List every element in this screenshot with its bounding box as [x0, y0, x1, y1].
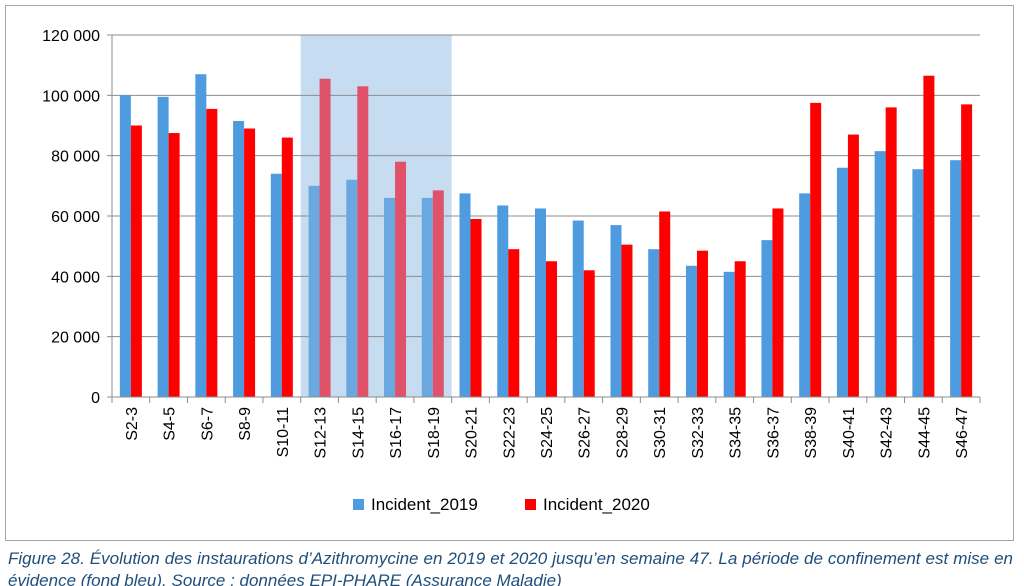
x-tick-label: S36-37 [765, 407, 782, 459]
bar-incident-2020 [470, 219, 482, 397]
x-tick-label: S12-13 [313, 407, 330, 459]
bar-incident-2019 [950, 160, 962, 397]
y-tick-label: 60 000 [51, 209, 100, 226]
bar-incident-2020 [734, 261, 746, 397]
bar-incident-2019 [723, 271, 735, 397]
x-tick-label: S28-29 [614, 407, 631, 459]
bar-incident-2019 [836, 167, 848, 397]
x-tick-label: S14-15 [350, 407, 367, 459]
bar-incident-2020 [961, 104, 973, 397]
bar-incident-2020 [621, 244, 633, 397]
legend-label-incident-2020: Incident_2020 [543, 495, 650, 514]
x-tick-label: S34-35 [728, 407, 745, 459]
x-tick-label: S30-31 [652, 407, 669, 459]
y-tick-label: 0 [91, 390, 100, 407]
x-tick-label: S42-43 [879, 407, 896, 459]
bar-incident-2020 [923, 75, 935, 397]
bar-incident-2020 [357, 86, 369, 398]
x-tick-label: S20-21 [464, 407, 481, 459]
x-tick-label: S16-17 [388, 407, 405, 459]
bar-incident-2019 [233, 120, 245, 397]
y-tick-label: 20 000 [51, 330, 100, 347]
bar-incident-2019 [157, 96, 169, 397]
bar-incident-2019 [497, 205, 509, 397]
bar-incident-2020 [432, 190, 444, 397]
x-tick-label: S44-45 [916, 407, 933, 459]
x-tick-label: S32-33 [690, 407, 707, 459]
y-tick-label: 100 000 [42, 88, 100, 105]
bar-incident-2019 [459, 193, 471, 397]
x-tick-label: S46-47 [954, 407, 971, 459]
y-tick-label: 40 000 [51, 269, 100, 286]
bar-incident-2019 [384, 197, 396, 397]
bar-incident-2020 [885, 107, 897, 398]
bar-incident-2019 [119, 95, 131, 397]
bar-incident-2020 [772, 208, 784, 397]
bar-incident-2020 [319, 78, 331, 397]
bar-incident-2020 [206, 108, 218, 398]
legend-label-incident-2019: Incident_2019 [371, 495, 478, 514]
y-tick-label: 80 000 [51, 149, 100, 166]
bar-incident-2019 [648, 249, 660, 397]
bar-incident-2019 [572, 220, 584, 397]
figure-caption: Figure 28. Évolution des instaurations d… [8, 549, 1013, 586]
bar-chart: 0 20 000 40 000 60 000 80 000 100 000 120 000 S… [42, 28, 981, 514]
bar-incident-2020 [508, 249, 520, 397]
x-tick-label: S8-9 [237, 407, 254, 441]
bar-incident-2020 [696, 250, 708, 397]
legend-swatch-incident-2019 [353, 499, 364, 510]
bar-incident-2020 [168, 133, 180, 397]
bar-incident-2020 [847, 134, 859, 398]
bar-incident-2020 [130, 125, 142, 397]
x-tick-label: S38-39 [803, 407, 820, 459]
bar-incident-2020 [281, 137, 293, 398]
bar-incident-2019 [685, 265, 697, 397]
bar-incident-2019 [874, 151, 886, 397]
bar-incident-2020 [546, 261, 557, 397]
bar-incident-2019 [535, 208, 546, 397]
x-tick-label: S2-3 [124, 407, 141, 441]
bar-incident-2019 [270, 173, 282, 397]
bar-incident-2020 [244, 128, 256, 397]
x-tick-label: S10-11 [275, 407, 292, 458]
x-tick-label: S6-7 [199, 407, 216, 441]
x-tick-label: S4-5 [162, 407, 179, 441]
bar-incident-2019 [421, 197, 433, 397]
x-tick-label: S26-27 [577, 407, 594, 459]
bar-incident-2020 [395, 161, 407, 397]
bar-incident-2020 [810, 102, 822, 397]
legend-swatch-incident-2020 [525, 499, 536, 510]
bar-incident-2019 [610, 225, 622, 397]
bar-incident-2019 [799, 193, 811, 397]
x-tick-label: S40-41 [841, 407, 858, 459]
bar-incident-2019 [346, 179, 358, 397]
bar-incident-2020 [659, 211, 671, 397]
bar-incident-2019 [308, 185, 320, 397]
bar-incident-2019 [761, 240, 773, 397]
x-tick-label: S18-19 [426, 407, 443, 459]
bar-incident-2019 [912, 169, 924, 397]
y-tick-label: 120 000 [42, 28, 100, 45]
x-tick-label: S22-23 [501, 407, 518, 459]
x-tick-label: S24-25 [539, 407, 556, 459]
bar-incident-2019 [195, 74, 207, 397]
bar-incident-2020 [583, 270, 595, 397]
